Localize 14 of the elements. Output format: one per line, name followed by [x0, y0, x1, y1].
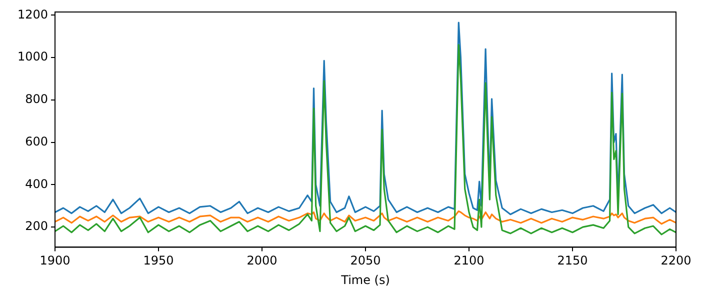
y-tick-label: 600 [25, 134, 48, 148]
x-axis-title: Time (s) [340, 272, 390, 287]
y-tick-label: 400 [25, 176, 48, 191]
x-tick-label: 2000 [246, 254, 278, 268]
x-tick-label: 2050 [350, 254, 381, 268]
y-tick-label: 800 [25, 92, 48, 106]
y-tick-label: 200 [25, 219, 48, 234]
y-tick-label: 1000 [17, 50, 48, 64]
x-tick-label: 1950 [143, 254, 174, 268]
y-tick-label: 1200 [17, 7, 48, 22]
x-tick-label: 2150 [557, 254, 588, 268]
x-tick-label: 2100 [454, 254, 484, 268]
x-tick-label: 1900 [40, 254, 70, 268]
x-tick-label: 2200 [660, 254, 692, 268]
